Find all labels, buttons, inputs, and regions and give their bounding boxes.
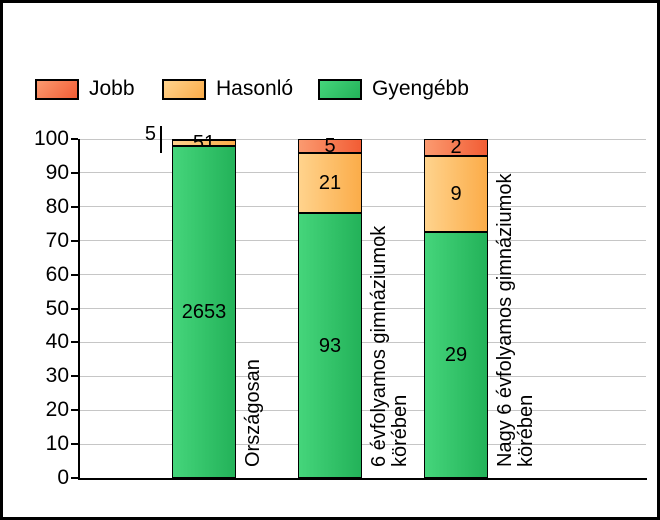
category-label-line: Nagy 6 évfolyamos gimnáziumok (494, 173, 516, 467)
legend-swatch-jobb (35, 78, 79, 100)
gridline (80, 409, 646, 411)
bar-segment-jobb (298, 139, 362, 154)
callout-value-label: 5 (144, 123, 156, 145)
y-axis-tick (71, 171, 78, 174)
y-axis-tick (71, 375, 78, 378)
gridline (80, 341, 646, 343)
gridline (80, 206, 646, 208)
legend-label-jobb: Jobb (89, 77, 135, 100)
bar-value-label: 21 (318, 172, 342, 195)
bar-value-label: 5 (324, 135, 336, 158)
bar-segment-hasonló (424, 155, 488, 233)
legend-swatch-gyengebb (318, 78, 362, 100)
bar-value-label: 93 (318, 334, 342, 357)
legend-item-hasonlo: Hasonló (162, 75, 293, 103)
y-axis-tick (71, 477, 78, 479)
gridline (80, 308, 646, 309)
category-label: Országosan (242, 359, 264, 467)
y-axis-tick (71, 273, 78, 276)
category-label-line: 6 évfolyamos gimnáziumok (368, 225, 390, 467)
category-label-line: körében (515, 394, 537, 467)
category-label: Nagy 6 évfolyamos gimnáziumok körében (494, 173, 537, 467)
legend-label-hasonlo: Hasonló (216, 77, 294, 100)
y-axis-tick (71, 341, 78, 344)
gridline (80, 443, 646, 445)
y-axis-tick (71, 307, 78, 310)
x-axis-line (78, 478, 647, 480)
category-label-line: körében (389, 394, 411, 467)
bar-segment-gyengébb (424, 232, 488, 478)
legend-label-gyengebb: Gyengébb (372, 77, 469, 100)
bar-segment-jobb (424, 139, 488, 156)
legend-swatch-hasonlo (162, 78, 206, 100)
bar-value-label: 29 (444, 344, 468, 367)
gridline (80, 172, 646, 174)
bar-value-label: 2 (450, 136, 462, 159)
gridline (80, 274, 646, 276)
plot-area: 5 51 2653 5 21 93 2 9 29 (80, 123, 646, 478)
y-axis-tick-label: 80 (45, 194, 69, 218)
y-axis-tick-label: 60 (45, 262, 69, 286)
gridline (80, 138, 646, 140)
bar-segment-gyengébb (298, 213, 362, 478)
y-axis-tick-label: 20 (45, 398, 69, 422)
y-axis-line (78, 139, 80, 480)
y-axis-tick (71, 443, 78, 446)
y-axis-tick-label: 40 (45, 330, 69, 354)
y-axis-tick (71, 205, 78, 208)
category-label: 6 évfolyamos gimnáziumok körében (368, 225, 411, 467)
gridline (80, 240, 646, 242)
y-axis-tick (71, 239, 78, 242)
category-label-line: Országosan (242, 359, 264, 467)
bar-value-label: 2653 (181, 301, 227, 323)
bar-segment-gyengébb (172, 146, 236, 478)
bar-segment-hasonló (172, 139, 236, 146)
y-axis-tick-label: 10 (45, 432, 69, 456)
gridline (80, 375, 646, 377)
bar-segment-hasonló (298, 153, 362, 214)
legend-item-jobb: Jobb (35, 75, 135, 103)
y-axis-tick-label: 90 (45, 160, 69, 184)
y-axis-tick (71, 138, 78, 140)
y-axis-tick-label: 70 (45, 228, 69, 252)
y-axis-tick (71, 409, 78, 412)
legend-item-gyengebb: Gyengébb (318, 75, 469, 103)
y-axis-tick-label: 30 (45, 364, 69, 388)
y-axis-tick-label: 100 (33, 127, 69, 150)
y-axis-tick-label: 0 (57, 466, 69, 489)
y-axis-tick-label: 50 (45, 296, 69, 320)
callout-leader-line (160, 126, 162, 153)
bar-value-label: 9 (450, 183, 462, 206)
